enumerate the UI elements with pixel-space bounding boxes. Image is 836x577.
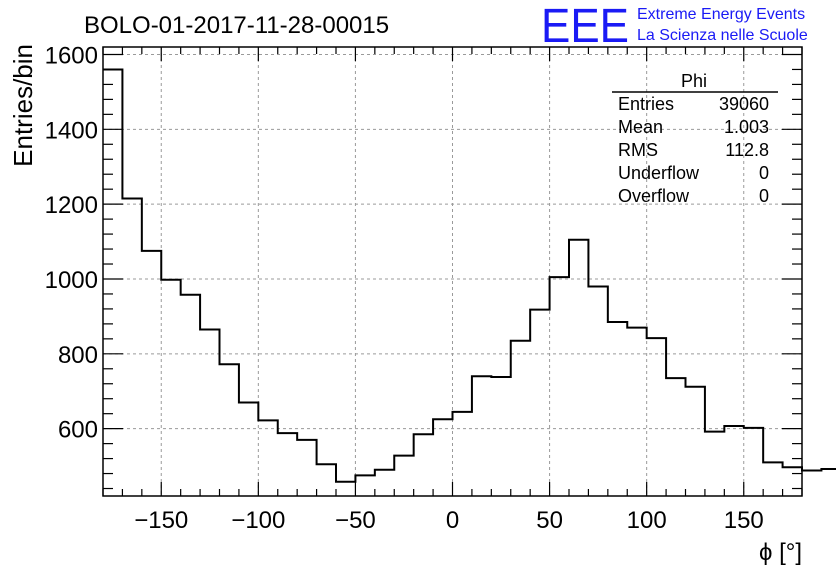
axis-ticks — [102, 47, 803, 496]
stats-rows: Entries 39060 Mean 1.003 RMS 112.8 Underflow 0 O… — [618, 94, 769, 206]
y-tick-label: 1000 — [45, 267, 98, 294]
eee-logo: EEE Extreme Energy Events La Scienza nel… — [541, 0, 808, 53]
x-axis-label: ϕ [°] — [759, 539, 802, 566]
stats-row-value: 39060 — [719, 94, 769, 114]
stats-row-value: 1.003 — [724, 117, 769, 137]
stats-row-label: Underflow — [618, 163, 700, 183]
stats-box: Phi Entries 39060 Mean 1.003 RMS 112.8 Underfl… — [612, 71, 778, 206]
logo-line-1: Extreme Energy Events — [637, 6, 805, 23]
stats-row-value: 0 — [759, 186, 769, 206]
grid-lines — [103, 47, 802, 496]
stats-title: Phi — [681, 71, 707, 91]
y-tick-label: 1200 — [45, 192, 98, 219]
chart-title: BOLO-01-2017-11-28-00015 — [84, 12, 389, 39]
x-tick-label: 0 — [446, 507, 459, 534]
plot-frame — [102, 46, 803, 497]
x-tick-labels: −150 −100 −50 0 50 100 150 — [134, 507, 764, 534]
logo-line-2: La Scienza nelle Scuole — [637, 27, 808, 44]
histogram-line — [103, 68, 836, 483]
y-tick-label: 600 — [58, 417, 98, 444]
eee-logo-mark: EEE — [541, 0, 629, 53]
stats-row-value: 112.8 — [725, 140, 769, 160]
stats-row-value: 0 — [759, 163, 769, 183]
stats-row-label: Entries — [618, 94, 674, 114]
x-tick-label: 150 — [724, 507, 764, 534]
y-axis-label: Entries/bin — [8, 44, 38, 167]
stats-row-label: RMS — [618, 140, 658, 160]
y-tick-label: 1600 — [45, 42, 98, 69]
y-tick-label: 1400 — [45, 117, 98, 144]
x-tick-label: −50 — [335, 507, 376, 534]
x-tick-label: −100 — [231, 507, 285, 534]
stats-row-label: Overflow — [618, 186, 690, 206]
x-tick-label: 50 — [536, 507, 563, 534]
y-tick-label: 800 — [58, 342, 98, 369]
x-tick-label: 100 — [627, 507, 667, 534]
stats-row-label: Mean — [618, 117, 663, 137]
y-tick-labels: 600 800 1000 1200 1400 1600 — [45, 42, 98, 443]
x-tick-label: −150 — [134, 507, 188, 534]
